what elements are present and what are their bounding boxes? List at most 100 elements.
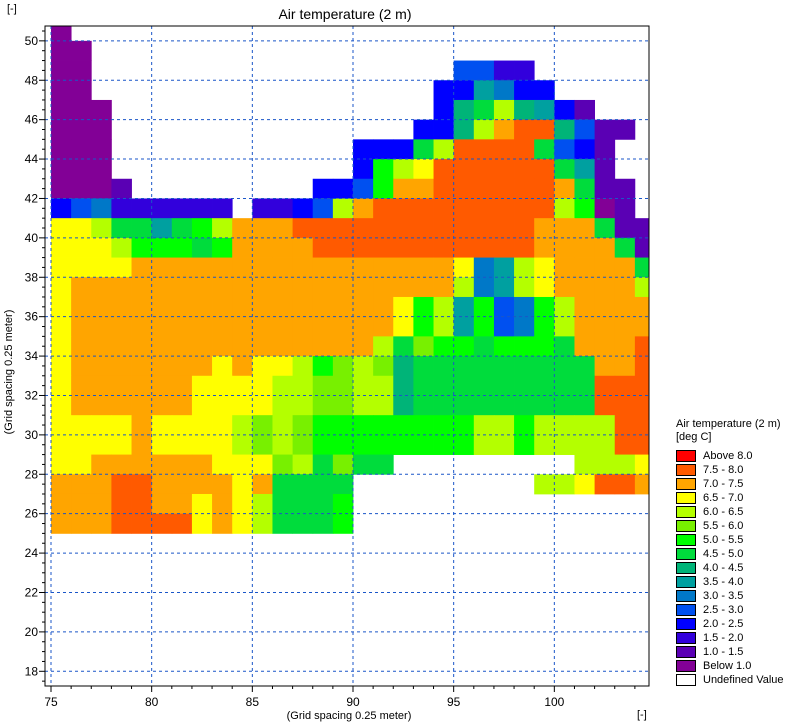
heatmap-cell [111, 375, 132, 396]
heatmap-cell [111, 296, 132, 318]
heatmap-cell [151, 513, 173, 534]
heatmap-cell [272, 415, 293, 436]
heatmap-cell [514, 336, 535, 357]
heatmap-cell [413, 139, 434, 160]
y-tick-label: 50 [25, 34, 39, 48]
heatmap-cell [191, 198, 213, 219]
heatmap-cell [433, 336, 455, 357]
heatmap-cell [413, 178, 434, 199]
legend-item: Undefined Value [676, 673, 804, 687]
heatmap-cell [634, 395, 650, 416]
heatmap-cell [554, 159, 575, 180]
heatmap-cell [272, 513, 293, 534]
heatmap-cell [131, 237, 153, 258]
y-unit-label: [-] [7, 3, 17, 15]
heatmap-cell [634, 218, 650, 239]
heatmap-cell [252, 336, 273, 357]
heatmap-cell [534, 336, 555, 357]
heatmap-cell [493, 198, 515, 219]
heatmap-cell [91, 178, 112, 199]
heatmap-cell [232, 395, 253, 416]
heatmap-cell [614, 257, 636, 278]
heatmap-cell [393, 336, 414, 357]
heatmap-cell [232, 237, 253, 258]
legend-label: 4.0 - 4.5 [703, 562, 744, 574]
heatmap-cell [272, 474, 293, 495]
heatmap-cell [332, 356, 354, 377]
heatmap-cell [453, 99, 475, 121]
heatmap-cell [272, 296, 293, 318]
heatmap-cell [534, 257, 555, 278]
heatmap-cell [171, 513, 193, 534]
heatmap-cell [111, 454, 132, 475]
heatmap-cell [614, 454, 636, 475]
heatmap-cell [272, 336, 293, 357]
heatmap-cell [312, 257, 334, 278]
heatmap-cell [473, 159, 495, 180]
heatmap-cell [534, 178, 555, 199]
heatmap-cell [151, 395, 173, 416]
heatmap-cell [473, 375, 495, 396]
heatmap-cell [433, 218, 455, 239]
heatmap-cell [453, 139, 475, 160]
x-tick-label: 80 [145, 695, 159, 709]
heatmap-cell [232, 493, 253, 515]
heatmap-cell [393, 316, 414, 337]
legend-label: 6.0 - 6.5 [703, 506, 744, 518]
heatmap-cell [534, 218, 555, 239]
legend-item: 2.0 - 2.5 [676, 617, 804, 631]
heatmap-cell [91, 139, 112, 160]
heatmap-cell [413, 296, 434, 318]
legend-label: Above 8.0 [703, 450, 753, 462]
heatmap-cell [252, 474, 273, 495]
heatmap-cell [51, 119, 72, 140]
heatmap-cell [473, 198, 495, 219]
heatmap-cell [473, 119, 495, 140]
heatmap-cell [634, 296, 650, 318]
heatmap-cell [353, 296, 374, 318]
heatmap-cell [353, 454, 374, 475]
legend-swatch [676, 464, 696, 476]
heatmap-cell [151, 474, 173, 495]
heatmap-cell [71, 178, 92, 199]
y-tick-label: 24 [25, 546, 39, 560]
heatmap-cell [594, 119, 616, 140]
heatmap-cell [131, 198, 153, 219]
heatmap-cell [151, 316, 173, 337]
heatmap-cell [393, 178, 414, 199]
heatmap-cell [594, 178, 616, 199]
heatmap-cell [634, 474, 650, 495]
heatmap-cell [373, 434, 394, 455]
heatmap-cell [292, 395, 314, 416]
heatmap-cell [312, 237, 334, 258]
heatmap-cell [493, 296, 515, 318]
heatmap-cell [594, 198, 616, 219]
heatmap-cell [171, 454, 193, 475]
heatmap-cell [493, 415, 515, 436]
heatmap-cell [71, 277, 92, 298]
heatmap-cell [332, 237, 354, 258]
heatmap-cell [91, 296, 112, 318]
heatmap-cell [292, 198, 314, 219]
heatmap-cell [131, 218, 153, 239]
heatmap-cell [252, 296, 273, 318]
heatmap-cell [594, 296, 616, 318]
heatmap-cell [493, 277, 515, 298]
y-tick-label: 34 [25, 349, 39, 363]
heatmap-cell [212, 493, 233, 515]
heatmap-cell [614, 395, 636, 416]
heatmap-cell [332, 277, 354, 298]
heatmap-cell [373, 178, 394, 199]
heatmap-cell [232, 218, 253, 239]
heatmap-cell [312, 198, 334, 219]
heatmap-cell [353, 139, 374, 160]
heatmap-cell [151, 198, 173, 219]
heatmap-cell [252, 237, 273, 258]
heatmap-cell [51, 237, 72, 258]
heatmap-cell [453, 277, 475, 298]
heatmap-cell [534, 237, 555, 258]
heatmap-cell [312, 395, 334, 416]
heatmap-cell [252, 434, 273, 455]
heatmap-cell [634, 454, 650, 475]
heatmap-cell [252, 356, 273, 377]
